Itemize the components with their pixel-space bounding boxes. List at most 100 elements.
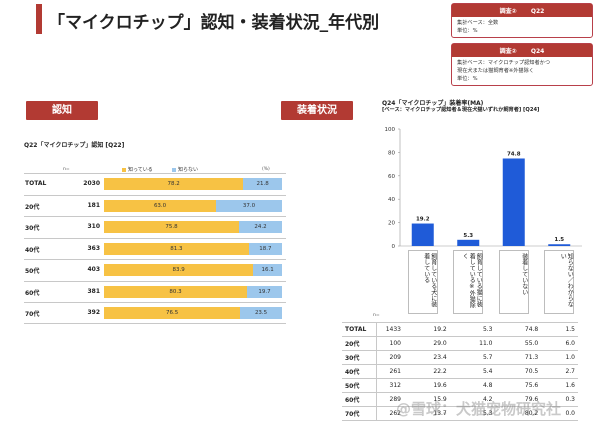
- y-tick-label: 20: [388, 221, 395, 227]
- bar-segment-dont: 19.7: [246, 285, 282, 298]
- table-row: TOTAL 1433 19.2 5.3 74.8 1.5: [342, 322, 578, 337]
- table-cell: 80.2: [495, 406, 542, 421]
- note-q22-badge: 調査②: [499, 8, 517, 15]
- note-q24-badge: 調査②: [499, 48, 517, 55]
- note-q22-line: 集計ベース：全数: [457, 20, 499, 26]
- table-cell: 5.7: [449, 350, 496, 365]
- bar-segment-know: 75.8: [104, 221, 239, 233]
- table-row: 70代 262 13.7 5.3 80.2 0.0: [342, 406, 578, 421]
- table-cell: 22.2: [404, 364, 450, 379]
- title-accent-bar: [36, 4, 42, 34]
- page-title: 「マイクロチップ」認知・装着状況_年代別: [48, 13, 380, 33]
- awareness-row: 60代 381 80.3 19.7: [24, 280, 286, 303]
- bar-segment-know: 80.3: [104, 285, 247, 298]
- table-cell: 5.3: [449, 406, 496, 421]
- bar: [411, 223, 434, 246]
- table-cell: 1.0: [541, 350, 578, 365]
- y-tick-label: 0: [392, 244, 396, 250]
- table-cell: 19.6: [404, 378, 450, 393]
- bar-track: 76.5 23.5: [104, 307, 282, 319]
- table-sample-size: 312: [375, 378, 404, 393]
- table-cell: 71.3: [495, 350, 542, 365]
- bar-segment-know: 81.3: [104, 242, 249, 255]
- table-row-label: 40代: [342, 364, 376, 379]
- row-sample-size: 403: [87, 266, 100, 273]
- bar-segment-know: 83.9: [104, 264, 254, 276]
- row-sample-size: 381: [87, 287, 100, 295]
- bar-value-label: 1.5: [554, 237, 564, 243]
- table-row-label: 70代: [342, 406, 376, 421]
- awareness-row: TOTAL 2030 78.2 21.8: [24, 173, 286, 195]
- note-q22-code: Q22: [530, 8, 545, 15]
- table-sample-size: 261: [375, 364, 404, 379]
- table-sample-size: 262: [375, 406, 404, 421]
- row-sample-size: 181: [87, 201, 100, 209]
- note-q24-code: Q24: [530, 48, 545, 55]
- bar-segment-dont: 37.0: [216, 199, 282, 212]
- bar-value-label: 5.3: [463, 233, 473, 239]
- bar: [502, 158, 525, 246]
- right-n-label: n=: [373, 313, 380, 318]
- table-cell: 13.7: [404, 406, 450, 421]
- awareness-stacked-bar-chart: TOTAL 2030 78.2 21.8 20代 181 63.0 37.0 30代 310 75.…: [24, 173, 286, 324]
- table-cell: 4.8: [449, 378, 496, 393]
- table-row-label: 20代: [342, 336, 376, 351]
- section-button-attachment[interactable]: 装着状況: [281, 101, 353, 120]
- awareness-row: 20代 181 63.0 37.0: [24, 194, 286, 217]
- row-label: 30代: [25, 225, 40, 232]
- table-row: 30代 209 23.4 5.7 71.3 1.0: [342, 350, 578, 365]
- awareness-row: 70代 392 76.5 23.5: [24, 302, 286, 324]
- table-row: 60代 289 15.9 4.2 79.6 0.3: [342, 392, 578, 407]
- table-cell: 19.2: [404, 322, 450, 337]
- watermark: @雪球：犬猫宠物研究社: [396, 400, 562, 418]
- awareness-row: 50代 403 83.9 16.1: [24, 259, 286, 281]
- table-cell: 11.0: [449, 336, 496, 351]
- table-row: 50代 312 19.6 4.8 75.6 1.6: [342, 378, 578, 393]
- awareness-row: 30代 310 75.8 24.2: [24, 216, 286, 238]
- y-tick-label: 100: [385, 127, 396, 133]
- category-label: 飼育している犬に装着している: [407, 250, 438, 314]
- table-row-label: 50代: [342, 378, 376, 393]
- table-cell: 29.0: [404, 336, 450, 351]
- row-label: TOTAL: [25, 180, 47, 187]
- legend-know-label: 知っている: [128, 167, 153, 173]
- table-sample-size: 1433: [375, 322, 404, 337]
- left-chart-subtitle: Q22「マイクロチップ」認知 [Q22]: [24, 142, 125, 149]
- table-sample-size: 289: [375, 392, 404, 407]
- bar-track: 78.2 21.8: [104, 178, 282, 190]
- y-tick-label: 60: [388, 174, 395, 180]
- bar-segment-know: 78.2: [104, 178, 244, 190]
- table-cell: 2.7: [541, 364, 578, 379]
- table-cell: 70.5: [495, 364, 542, 379]
- legend-know-swatch: [122, 167, 126, 172]
- note-q24-line: 単位：%: [457, 76, 478, 82]
- bar-segment-dont: 23.5: [240, 307, 282, 319]
- row-sample-size: 2030: [83, 180, 100, 187]
- table-cell: 0.0: [541, 406, 578, 421]
- section-button-awareness[interactable]: 認知: [26, 101, 98, 120]
- table-row-label: 60代: [342, 392, 376, 407]
- bar-track: 80.3 19.7: [104, 285, 282, 298]
- left-pct-label: (%): [262, 167, 270, 172]
- legend-dont-swatch: [172, 167, 176, 172]
- y-tick-label: 80: [388, 150, 395, 156]
- y-tick-label: 40: [388, 197, 395, 203]
- left-n-label: n=: [63, 167, 70, 172]
- right-chart-subtitle: Q24「マイクロチップ」装着率(MA): [382, 100, 484, 107]
- table-row: 20代 100 29.0 11.0 55.0 6.0: [342, 336, 578, 351]
- table-cell: 5.4: [449, 364, 496, 379]
- note-q22: 調査② Q22 集計ベース：全数 単位：%: [451, 3, 593, 38]
- bar-track: 81.3 18.7: [104, 242, 282, 255]
- table-cell: 55.0: [495, 336, 542, 351]
- bar: [548, 244, 571, 246]
- table-cell: 1.6: [541, 378, 578, 393]
- legend-know: 知っている: [122, 166, 153, 173]
- note-q24-line: 現在犬または猫飼育者※外猫除く: [457, 68, 534, 74]
- awareness-row: 40代 363 81.3 18.7: [24, 237, 286, 260]
- category-label: 飼育している猫に装着している※外猫除く: [453, 250, 484, 314]
- note-q24-header: 調査② Q24: [452, 44, 592, 57]
- bar-segment-dont: 18.7: [248, 242, 282, 255]
- table-cell: 75.6: [495, 378, 542, 393]
- table-cell: 6.0: [541, 336, 578, 351]
- bar-segment-dont: 21.8: [243, 178, 282, 190]
